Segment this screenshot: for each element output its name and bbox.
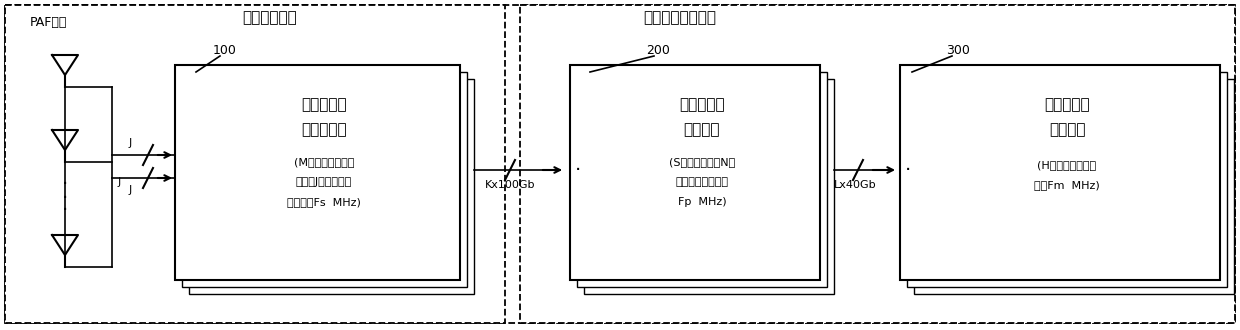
Bar: [520, 5, 1235, 323]
Text: 处理单元: 处理单元: [1049, 122, 1085, 138]
Polygon shape: [52, 55, 78, 75]
Text: PAF阵元: PAF阵元: [30, 16, 67, 28]
Text: Kx100Gb: Kx100Gb: [485, 180, 536, 190]
Bar: [906, 72, 1228, 287]
Text: 300: 300: [946, 44, 970, 56]
Bar: [914, 79, 1234, 294]
Text: 望远镜主焦点: 望远镜主焦点: [243, 11, 298, 25]
Text: Fp  MHz): Fp MHz): [678, 197, 727, 207]
Text: (H个节点，处理带: (H个节点，处理带: [1038, 160, 1096, 170]
Text: 预处理单元: 预处理单元: [301, 122, 347, 138]
Text: ·: ·: [62, 176, 68, 194]
Text: ·: ·: [905, 160, 911, 180]
Text: 宽为Fm  MHz): 宽为Fm MHz): [1034, 180, 1100, 190]
Text: 样带宽为Fs  MHz): 样带宽为Fs MHz): [288, 197, 361, 207]
Text: 信号采集与: 信号采集与: [301, 97, 347, 113]
Bar: [188, 79, 474, 294]
Bar: [175, 65, 460, 280]
Text: ·: ·: [62, 188, 68, 208]
Text: 合成单元: 合成单元: [683, 122, 720, 138]
Text: 相关与波束: 相关与波束: [680, 97, 725, 113]
Polygon shape: [52, 235, 78, 255]
Text: 200: 200: [646, 44, 670, 56]
Text: J: J: [129, 185, 131, 195]
Text: 数字信号处理机房: 数字信号处理机房: [644, 11, 717, 25]
Polygon shape: [52, 130, 78, 150]
Bar: [900, 65, 1220, 280]
Text: 100: 100: [213, 44, 237, 56]
Text: (M个节点，每个节: (M个节点，每个节: [294, 157, 355, 167]
Bar: [577, 72, 827, 287]
Text: J: J: [129, 138, 131, 148]
Text: ·: ·: [62, 202, 68, 220]
Text: Lx40Gb: Lx40Gb: [833, 180, 877, 190]
Bar: [570, 65, 820, 280]
Bar: [182, 72, 467, 287]
Bar: [584, 79, 835, 294]
Text: 多波束天文: 多波束天文: [1044, 97, 1090, 113]
Bar: [5, 5, 505, 323]
Text: J: J: [118, 177, 122, 187]
Text: (S个节点，合成N个: (S个节点，合成N个: [668, 157, 735, 167]
Text: 波束，处理带宽为: 波束，处理带宽为: [676, 177, 729, 187]
Text: ·: ·: [575, 160, 582, 180]
Text: 点采集J个通道，采: 点采集J个通道，采: [296, 177, 352, 187]
